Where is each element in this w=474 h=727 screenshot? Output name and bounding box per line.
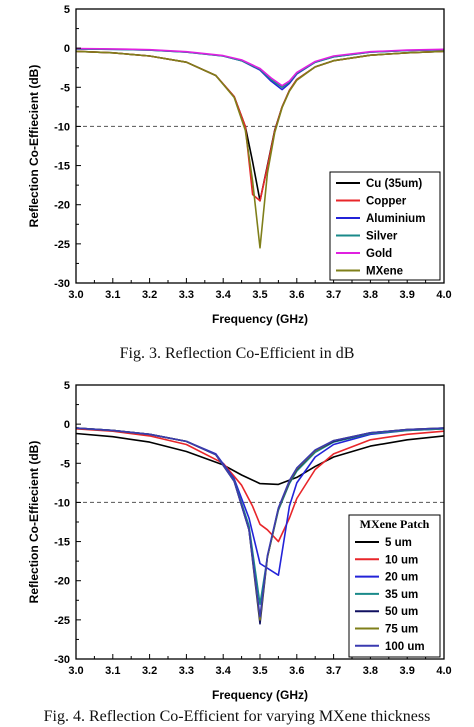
- legend-box: [348, 514, 441, 658]
- x-tick-label: 3.4: [216, 665, 232, 677]
- y-tick-label: -25: [54, 615, 70, 627]
- y-tick-label: -5: [60, 458, 70, 470]
- y-tick-label: 0: [64, 419, 70, 431]
- x-tick-label: 3.7: [326, 665, 341, 677]
- x-axis-label: Frequency (GHz): [212, 312, 308, 326]
- x-tick-label: 3.5: [252, 665, 267, 677]
- legend-label-3: Aluminium: [366, 213, 425, 225]
- y-tick-label: 5: [64, 380, 70, 392]
- legend: MXene Patch 5 um 10 um 20 um 35 um 50 um 75 um…: [348, 514, 441, 658]
- series-line-7: [75, 427, 445, 618]
- x-tick-label: 3.1: [105, 289, 120, 301]
- x-axis-label: Frequency (GHz): [212, 688, 308, 702]
- x-tick-label: 3.6: [289, 289, 304, 301]
- legend-label-4: Silver: [366, 231, 398, 243]
- y-tick-label: -15: [54, 161, 70, 173]
- y-axis-label: Reflection Co-Effiecient (dB): [27, 441, 41, 604]
- x-tick-label: 3.3: [179, 665, 194, 677]
- x-tick-label: 3.0: [68, 289, 83, 301]
- x-tick-label: 3.5: [252, 289, 267, 301]
- x-tick-label: 3.8: [363, 665, 378, 677]
- legend: Cu (35um) Copper Aluminium Silver Gold MXene: [329, 171, 441, 281]
- legend-label-2: Copper: [366, 196, 407, 208]
- x-tick-label: 3.4: [216, 289, 232, 301]
- series-line-6: [75, 50, 445, 249]
- series-line-1: [75, 432, 445, 486]
- y-tick-label: -25: [54, 239, 70, 251]
- x-tick-label: 4.0: [436, 289, 451, 301]
- x-tick-label: 3.9: [400, 289, 415, 301]
- y-axis-label: Reflection Co-Effiecient (dB): [27, 65, 41, 228]
- x-tick-label: 3.9: [400, 665, 415, 677]
- y-tick-label: -20: [54, 576, 70, 588]
- legend-label-6: 75 um: [385, 624, 418, 636]
- legend-label-7: 100 um: [385, 641, 425, 653]
- y-tick-label: 0: [64, 43, 70, 55]
- legend-label-4: 35 um: [385, 589, 418, 601]
- legend-label-1: Cu (35um): [366, 178, 422, 190]
- x-tick-label: 3.2: [142, 289, 157, 301]
- y-tick-label: -15: [54, 537, 70, 549]
- x-tick-label: 3.6: [289, 665, 304, 677]
- x-tick-label: 3.1: [105, 665, 120, 677]
- series-line-5: [75, 47, 445, 87]
- y-tick-label: -20: [54, 200, 70, 212]
- y-tick-label: -30: [54, 278, 70, 290]
- legend-label-5: Gold: [366, 248, 392, 260]
- caption-fig4: Fig. 4. Reflection Co-Efficient for vary…: [44, 708, 431, 725]
- legend-label-1: 5 um: [385, 537, 412, 549]
- series-line-2: [75, 428, 445, 543]
- y-tick-label: -10: [54, 497, 70, 509]
- legend-box: [329, 171, 441, 281]
- y-tick-label: -5: [60, 82, 70, 94]
- x-tick-label: 3.0: [68, 665, 83, 677]
- chart1: 3.0 3.1 3.2 3.3 3.4 3.5 3.6 3.7 3.8 3.9 4.0 5 0 -5 -10…: [27, 4, 452, 326]
- legend-title: MXene Patch: [360, 517, 430, 531]
- chart2: 3.0 3.1 3.2 3.3 3.4 3.5 3.6 3.7 3.8 3.9 4.0 5 0 -5 -10…: [27, 380, 452, 702]
- x-tick-label: 3.2: [142, 665, 157, 677]
- y-tick-label: 5: [64, 4, 70, 16]
- y-tick-label: -30: [54, 654, 70, 666]
- y-tick-label: -10: [54, 121, 70, 133]
- legend-label-2: 10 um: [385, 554, 418, 566]
- legend-label-6: MXene: [366, 266, 403, 278]
- x-tick-label: 3.3: [179, 289, 194, 301]
- x-tick-label: 3.8: [363, 289, 378, 301]
- x-tick-label: 3.7: [326, 289, 341, 301]
- caption-fig3: Fig. 3. Reflection Co-Efficient in dB: [120, 345, 355, 362]
- x-tick-label: 4.0: [436, 665, 451, 677]
- legend-label-3: 20 um: [385, 572, 418, 584]
- legend-label-5: 50 um: [385, 606, 418, 618]
